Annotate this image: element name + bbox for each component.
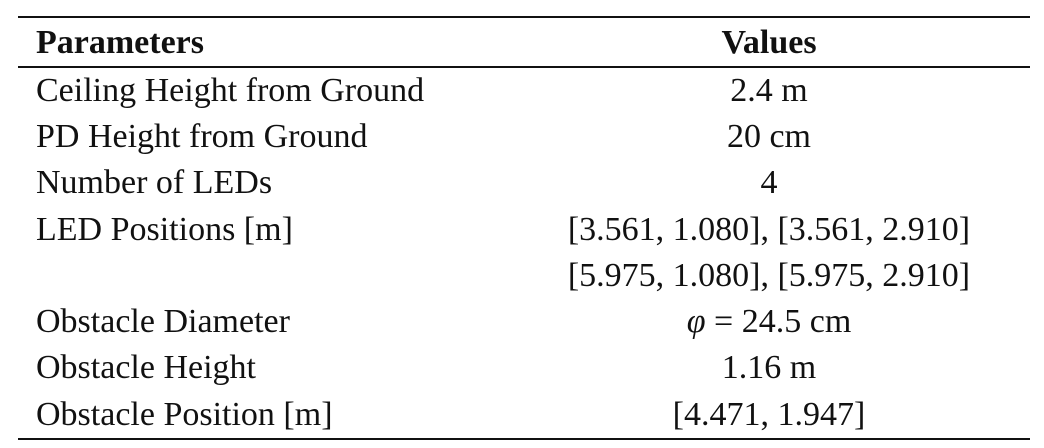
header-parameters: Parameters xyxy=(36,24,205,61)
row-parameter: Obstacle Position [m] xyxy=(36,395,333,433)
table-row: Number of LEDs 4 xyxy=(18,160,1030,206)
row-value: [5.975, 1.080], [5.975, 2.910] xyxy=(567,256,971,294)
table-row: Ceiling Height from Ground 2.4 m xyxy=(18,68,1030,114)
phi-symbol: φ xyxy=(686,303,706,341)
table-row: Obstacle Diameter φ = 24.5 cm xyxy=(18,299,1030,345)
row-value: 4 xyxy=(760,164,778,202)
diameter-value: = 24.5 cm xyxy=(705,303,852,341)
header-values: Values xyxy=(721,24,817,61)
top-rule xyxy=(18,16,1030,18)
row-value: 20 cm xyxy=(726,117,812,155)
row-parameter xyxy=(18,253,508,299)
row-parameter: LED Positions [m] xyxy=(36,210,293,248)
row-value: 1.16 m xyxy=(721,349,817,387)
table-header: Parameters Values xyxy=(18,18,1030,66)
table-body: Ceiling Height from Ground 2.4 m PD Heig… xyxy=(18,68,1030,438)
row-parameter: Obstacle Height xyxy=(36,349,256,387)
row-value: 2.4 m xyxy=(730,71,808,109)
table-row: PD Height from Ground 20 cm xyxy=(18,114,1030,160)
table-row: Obstacle Height 1.16 m xyxy=(18,345,1030,391)
table-row: Obstacle Position [m] [4.471, 1.947] xyxy=(18,392,1030,438)
table-row: [5.975, 1.080], [5.975, 2.910] xyxy=(18,253,1030,299)
row-parameter: Number of LEDs xyxy=(36,164,273,202)
header-row: Parameters Values xyxy=(18,18,1030,66)
row-value: [3.561, 1.080], [3.561, 2.910] xyxy=(567,210,971,248)
row-parameter: Ceiling Height from Ground xyxy=(36,71,425,109)
parameters-table: Parameters Values Ceiling Height from Gr… xyxy=(18,16,1030,440)
row-parameter: PD Height from Ground xyxy=(36,117,368,155)
row-value: φ = 24.5 cm xyxy=(508,299,1030,345)
header-rule xyxy=(18,66,1030,68)
table-row: LED Positions [m] [3.561, 1.080], [3.561… xyxy=(18,206,1030,252)
bottom-rule xyxy=(18,437,1030,440)
row-parameter: Obstacle Diameter xyxy=(36,303,290,341)
row-value: [4.471, 1.947] xyxy=(672,395,866,433)
